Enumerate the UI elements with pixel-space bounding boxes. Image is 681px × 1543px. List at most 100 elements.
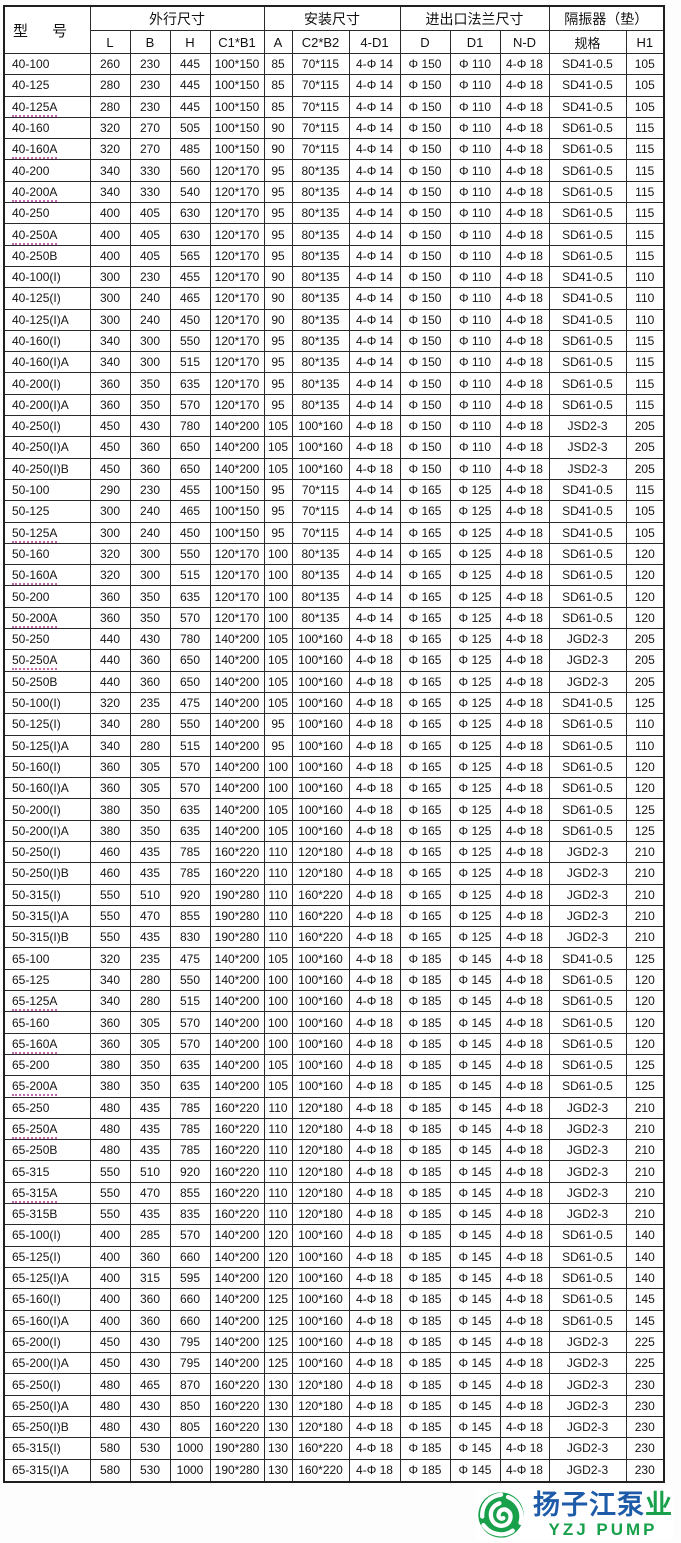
model-label: 50-100 [12, 483, 50, 498]
cell-c2b2: 100*160 [291, 649, 350, 672]
cell-spec: JGD2-3 [548, 1373, 627, 1396]
cell-l: 550 [89, 926, 131, 949]
cell-d1: Φ 110 [449, 244, 501, 267]
model-label: 65-125(I) [12, 1249, 61, 1264]
cell-c1b1: 140*200 [209, 990, 265, 1013]
cell-model: 65-250(I)A [3, 1394, 91, 1418]
cell-l: 340 [89, 351, 131, 374]
cell-a: 110 [263, 1096, 293, 1119]
cell-b: 360 [129, 670, 171, 693]
cell-a: 105 [263, 1075, 293, 1098]
cell-a: 95 [263, 351, 293, 374]
cell-c2b2: 100*160 [291, 691, 350, 715]
cell-a: 130 [263, 1415, 293, 1439]
cell-c2b2: 100*160 [291, 1053, 350, 1077]
cell-b: 315 [129, 1266, 171, 1290]
cell-l: 300 [89, 521, 131, 544]
cell-4d1: 4-Φ 18 [348, 1245, 401, 1268]
cell-spec: SD41-0.5 [548, 52, 627, 76]
cell-l: 550 [89, 1181, 131, 1205]
cell-c1b1: 140*200 [209, 777, 265, 800]
cell-d: Φ 185 [399, 1075, 451, 1098]
cell-model: 50-315(I)B [3, 926, 91, 949]
cell-c1b1: 120*170 [209, 564, 265, 587]
cell-c1b1: 140*200 [209, 798, 265, 821]
cell-h1: 225 [625, 1352, 665, 1375]
cell-a: 95 [263, 159, 293, 182]
cell-4d1: 4-Φ 18 [348, 1011, 401, 1034]
cell-h1: 105 [625, 95, 665, 118]
cell-spec: JSD2-3 [548, 415, 627, 438]
table-row: 40-125(I)A 300 240 450 120*170 90 80*135 4-Φ 14… [3, 308, 665, 331]
cell-model: 40-250 [3, 202, 91, 225]
cell-d1: Φ 110 [449, 308, 501, 331]
cell-nd: 4-Φ 18 [499, 1288, 550, 1311]
cell-c1b1: 140*200 [209, 1288, 265, 1311]
cell-l: 480 [89, 1394, 131, 1418]
cell-d1: Φ 145 [449, 1117, 501, 1141]
model-label: 65-250A [12, 1121, 58, 1139]
cell-l: 450 [89, 1352, 131, 1375]
cell-model: 40-160(I) [3, 329, 91, 353]
cell-c2b2: 100*160 [291, 670, 350, 693]
cell-d1: Φ 125 [449, 542, 501, 566]
cell-h1: 125 [625, 1075, 665, 1098]
cell-c1b1: 140*200 [209, 755, 265, 779]
table-row: 50-200 360 350 635 120*170 100 80*135 4-Φ 14 Φ 1… [3, 585, 665, 608]
cell-c1b1: 140*200 [209, 734, 265, 757]
cell-l: 260 [89, 52, 131, 76]
cell-4d1: 4-Φ 18 [348, 1373, 401, 1396]
cell-l: 300 [89, 287, 131, 310]
cell-c2b2: 100*160 [291, 713, 350, 736]
cell-h1: 120 [625, 542, 665, 566]
cell-d1: Φ 125 [449, 904, 501, 928]
cell-d: Φ 185 [399, 1053, 451, 1077]
cell-h1: 210 [625, 883, 665, 906]
cell-d1: Φ 145 [449, 1160, 501, 1183]
cell-a: 95 [263, 734, 293, 757]
cell-b: 280 [129, 734, 171, 757]
cell-l: 450 [89, 1330, 131, 1354]
cell-a: 100 [263, 542, 293, 566]
cell-spec: JSD2-3 [548, 436, 627, 459]
cell-d: Φ 150 [399, 436, 451, 459]
cell-c2b2: 100*160 [291, 1032, 350, 1055]
model-label: 65-125A [12, 994, 58, 1011]
table-row: 65-160(I) 400 360 660 140*200 125 100*160 4-Φ 1… [3, 1288, 665, 1311]
cell-h: 785 [169, 840, 211, 864]
cell-a: 105 [263, 457, 293, 480]
cell-c2b2: 100*160 [291, 990, 350, 1013]
cell-h: 565 [169, 244, 211, 267]
table-row: 50-200A 360 350 570 120*170 100 80*135 4-Φ 14 Φ … [3, 606, 665, 630]
cell-d: Φ 150 [399, 202, 451, 225]
cell-c2b2: 160*220 [291, 904, 350, 928]
cell-nd: 4-Φ 18 [499, 564, 550, 587]
cell-d: Φ 150 [399, 351, 451, 374]
cell-model: 65-250A [3, 1117, 91, 1141]
cell-d1: Φ 145 [449, 1394, 501, 1418]
cell-spec: SD61-0.5 [548, 755, 627, 779]
cell-b: 285 [129, 1224, 171, 1247]
cell-l: 400 [89, 1245, 131, 1268]
cell-b: 350 [129, 1075, 171, 1098]
cell-h: 550 [169, 329, 211, 353]
cell-spec: SD61-0.5 [548, 713, 627, 736]
table-row: 50-125(I)A 340 280 515 140*200 95 100*160 4-Φ 1… [3, 734, 665, 757]
cell-h1: 120 [625, 1032, 665, 1055]
cell-spec: SD41-0.5 [548, 691, 627, 715]
cell-c1b1: 100*150 [209, 52, 265, 76]
model-label: 65-250 [12, 1100, 50, 1115]
model-label: 65-125(I)A [12, 1271, 69, 1286]
column-header-spec: 规格 [548, 30, 627, 54]
cell-a: 95 [263, 713, 293, 736]
cell-h: 780 [169, 628, 211, 651]
cell-d1: Φ 125 [449, 862, 501, 885]
logo-chinese-name: 扬子江泵业 [533, 1490, 673, 1520]
cell-c2b2: 70*115 [291, 500, 350, 523]
cell-model: 50-100(I) [3, 691, 91, 715]
cell-b: 350 [129, 606, 171, 630]
cell-l: 400 [89, 1224, 131, 1247]
cell-d1: Φ 110 [449, 180, 501, 204]
cell-nd: 4-Φ 18 [499, 1394, 550, 1418]
cell-c2b2: 120*180 [291, 1203, 350, 1226]
